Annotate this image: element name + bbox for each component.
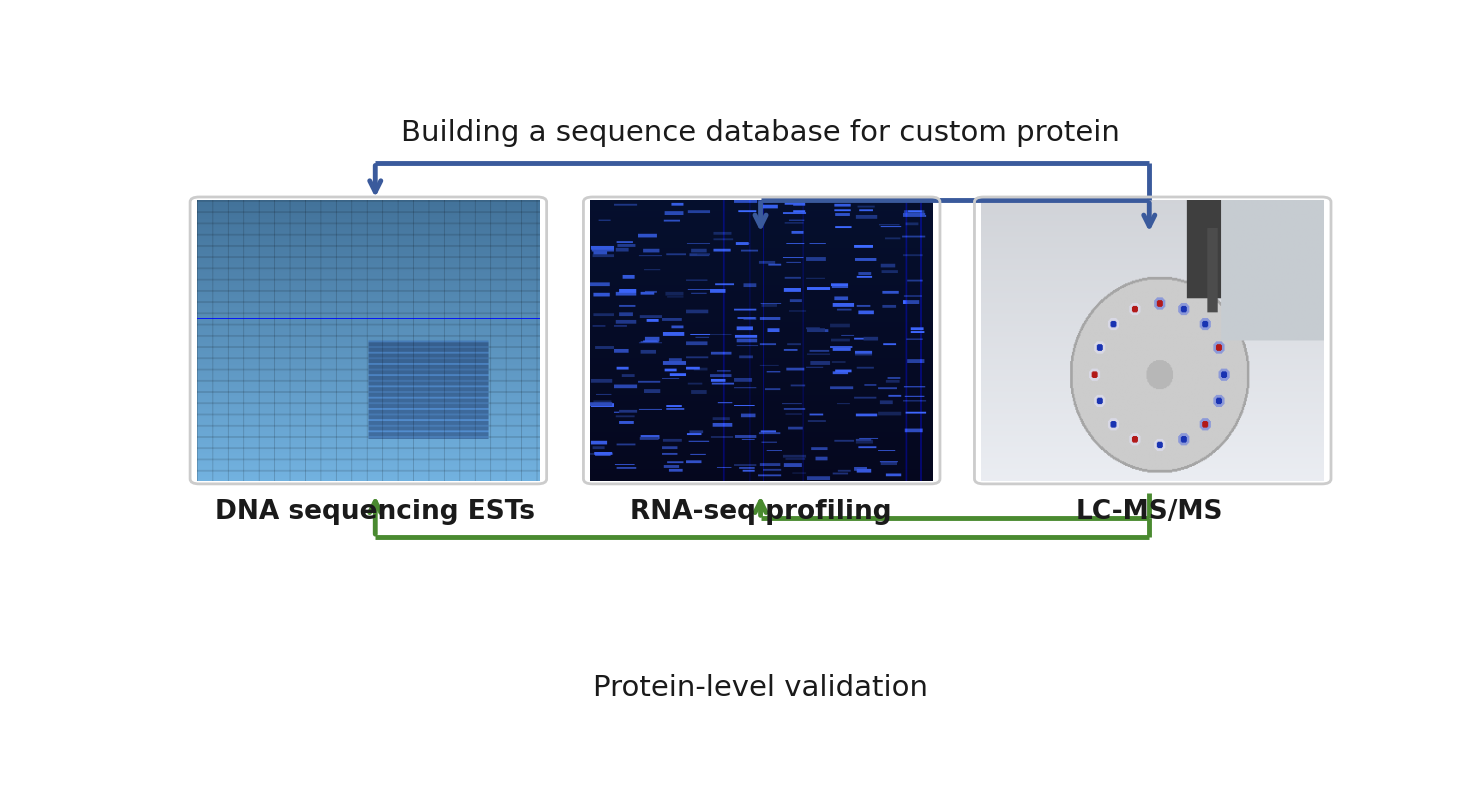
- Text: DNA sequencing ESTs: DNA sequencing ESTs: [215, 500, 536, 526]
- Text: Building a sequence database for custom protein: Building a sequence database for custom …: [401, 119, 1120, 147]
- Text: RNA-seq profiling: RNA-seq profiling: [629, 500, 892, 526]
- Text: Protein-level validation: Protein-level validation: [594, 674, 928, 702]
- Text: LC-MS/MS: LC-MS/MS: [1076, 500, 1223, 526]
